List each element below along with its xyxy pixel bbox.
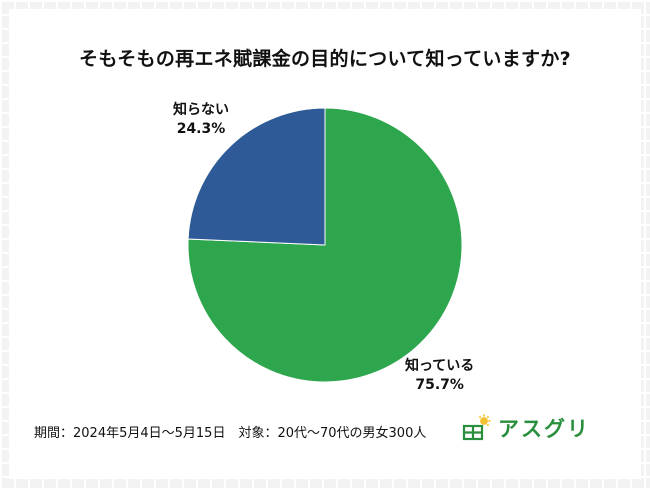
- logo-text: アスグリ: [498, 417, 590, 441]
- slice-label-unknown-value: 24.3%: [176, 121, 226, 137]
- pie-slice-unknown: [187, 107, 326, 246]
- slice-label-unknown-text: 知らない: [173, 102, 229, 118]
- slice-label-known-text: 知っている: [405, 358, 475, 374]
- brand-logo: アスグリ: [462, 413, 590, 443]
- survey-footnote: 期間：2024年5月4日～5月15日 対象：20代～70代の男女300人: [34, 426, 427, 441]
- slice-label-known-value: 75.7%: [415, 377, 464, 393]
- slice-label-known: 知っている 75.7%: [405, 357, 474, 395]
- chart-title: そもそもの再エネ賦課金の目的について知っていますか?: [79, 48, 571, 70]
- house-sun-icon: [462, 414, 491, 441]
- slice-label-unknown: 知らない 24.3%: [173, 101, 229, 139]
